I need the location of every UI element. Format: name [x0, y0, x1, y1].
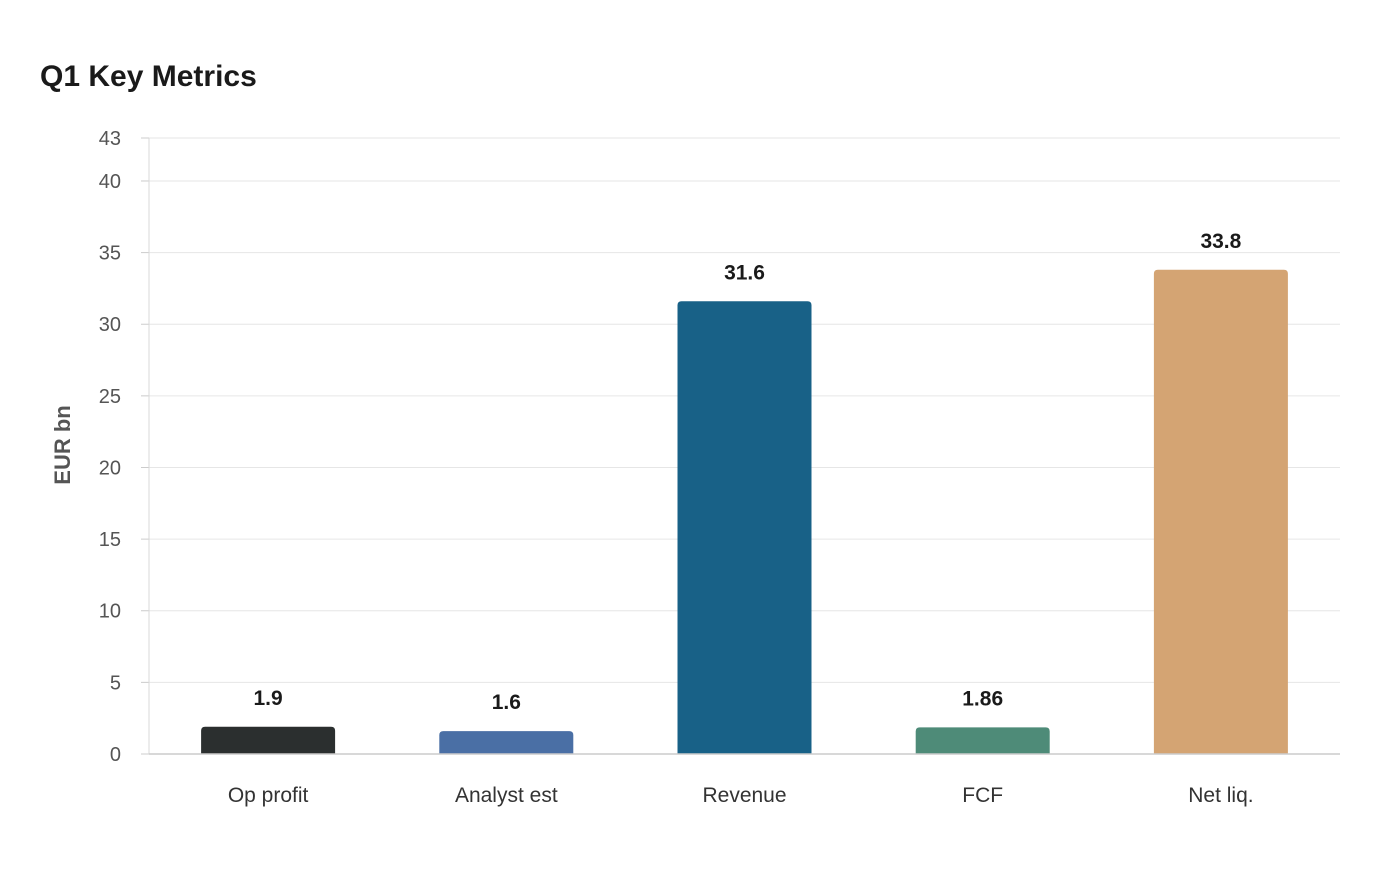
chart-title: Q1 Key Metrics [40, 60, 257, 93]
bar-analyst-est [439, 731, 574, 754]
x-tick-label: Analyst est [455, 784, 558, 807]
data-label: 33.8 [1200, 230, 1241, 253]
y-tick-label: 40 [99, 171, 121, 193]
y-tick-label: 30 [99, 314, 121, 336]
x-tick-label: Revenue [702, 784, 786, 807]
y-tick-label: 0 [110, 744, 121, 766]
bars-layer [201, 269, 1288, 754]
x-tick-label: Net liq. [1188, 784, 1253, 807]
data-label: 31.6 [724, 261, 765, 284]
y-axis-title: EUR bn [50, 405, 75, 484]
data-label: 1.6 [492, 691, 521, 714]
y-tick-label: 20 [99, 457, 121, 479]
x-tick-label: FCF [962, 784, 1003, 807]
bar-revenue [677, 301, 812, 754]
bar-op-profit [201, 726, 336, 754]
axes-layer [141, 137, 1340, 755]
data-label: 1.86 [962, 687, 1003, 710]
y-tick-label: 43 [99, 128, 121, 150]
y-tick-label: 5 [110, 672, 121, 694]
y-tick-label: 35 [99, 243, 121, 265]
data-label: 1.9 [253, 687, 282, 710]
x-tick-label: Op profit [228, 784, 309, 807]
y-tick-label: 15 [99, 529, 121, 551]
bar-net-liq [1153, 269, 1288, 754]
bar-fcf [915, 727, 1050, 754]
y-tick-label: 10 [99, 601, 121, 623]
labels-layer: 0 5 10 15 20 25 30 35 40 43 1.9 Op profit 1.6 Analyst… [99, 128, 1254, 807]
y-tick-label: 25 [99, 386, 121, 408]
